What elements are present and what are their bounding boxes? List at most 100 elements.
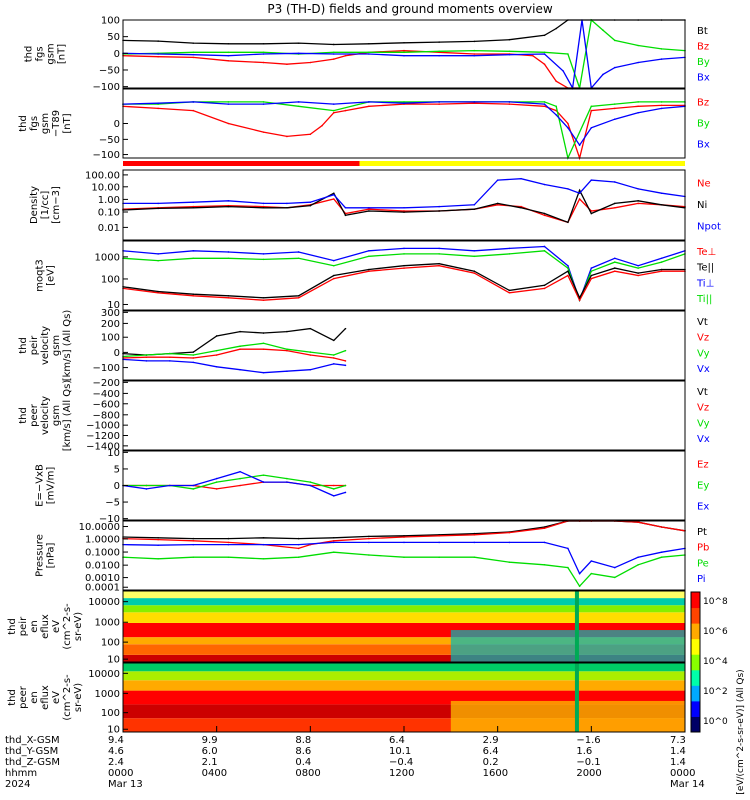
- point-fgs_gsm_dip-Bx: [368, 101, 370, 103]
- colorbar-swatch: [691, 685, 700, 702]
- point-pressure-Pi: [660, 551, 663, 554]
- point-fgs_gsm-By: [567, 53, 569, 55]
- point-temp-Ti||: [192, 257, 195, 260]
- colorbar-swatch: [691, 669, 700, 686]
- colorbar-tick: 10^6: [703, 627, 728, 637]
- x-tick-label: 6.4: [483, 746, 499, 757]
- point-fgs_gsm_dip-By: [590, 105, 593, 108]
- y-tick-label: 100: [101, 708, 120, 719]
- point-fgs_gsm-Bz: [332, 58, 335, 60]
- point-pressure-Pi: [403, 541, 405, 544]
- y-tick-label: −100: [93, 150, 120, 161]
- y-tick-label: −100: [93, 363, 120, 374]
- panel-peir_spec: 10000 1000 100 10 thd peir en eflux eV (cm^2-s-sr…: [7, 590, 686, 666]
- peir_spec-band: [123, 644, 685, 655]
- point-efield-Ey: [262, 474, 265, 476]
- y-axis-label: eflux: [40, 685, 51, 710]
- point-temp-Te||: [578, 296, 581, 299]
- legend-label: Te⊥: [696, 247, 716, 258]
- point-pressure-Pe: [368, 554, 370, 556]
- point-peir_vel-Vt: [309, 327, 312, 330]
- point-temp-Ti⊥: [192, 250, 195, 252]
- point-pressure-Pe: [578, 585, 581, 588]
- point-peir_vel-Vz: [169, 356, 171, 359]
- point-peir_vel-Vz: [344, 360, 347, 362]
- point-fgs_gsm_dip-Bx: [578, 144, 581, 146]
- point-fgs_gsm_dip-Bx: [297, 101, 300, 103]
- series-temp-Ti||: [122, 250, 686, 303]
- point-fgs_gsm_dip-Bz: [567, 122, 569, 125]
- x-tick-label: 7.3: [670, 735, 686, 746]
- point-peir_vel-Vx: [215, 365, 218, 368]
- point-fgs_gsm-Bt: [332, 43, 335, 46]
- x-row-label: hhmm: [5, 768, 37, 779]
- point-fgs_gsm-Bx: [403, 54, 405, 57]
- point-density-Ni: [543, 212, 546, 215]
- panel-fgs_gsm_dip: 0 −50 −100 thd fgs gsm −T89 [nT] Bz By Bx: [18, 88, 710, 161]
- point-density-Npot: [590, 179, 593, 181]
- point-density-Ne: [403, 210, 405, 212]
- point-fgs_gsm-By: [508, 50, 511, 53]
- point-pressure-Pb: [543, 527, 546, 530]
- y-axis-label: gsm: [51, 405, 62, 426]
- point-fgs_gsm-Bx: [262, 53, 265, 55]
- x-tick-label: 0.4: [295, 757, 311, 768]
- point-efield-Ey: [215, 481, 218, 483]
- point-temp-Ti||: [438, 253, 440, 255]
- point-density-Npot: [438, 205, 440, 208]
- point-density-Ni: [520, 206, 522, 209]
- y-axis-label: sr-eV): [73, 612, 84, 641]
- point-temp-Te||: [262, 296, 265, 299]
- x-tick-label: 1.4: [670, 746, 686, 757]
- point-temp-Te⊥: [227, 296, 230, 299]
- peer_spec-band: [123, 690, 685, 705]
- point-peir_vel-Vt: [344, 327, 347, 330]
- point-fgs_gsm-Bx: [613, 66, 616, 69]
- legend-label: Vy: [697, 418, 710, 429]
- point-peir_vel-Vy: [344, 349, 347, 352]
- point-temp-Te⊥: [262, 299, 265, 301]
- point-pressure-Pi: [262, 543, 265, 546]
- y-tick-label: 0.10: [98, 208, 120, 219]
- point-pressure-Pe: [660, 556, 663, 559]
- point-fgs_gsm-Bz: [227, 60, 230, 62]
- series-fgs_gsm-Bt: [122, 19, 685, 46]
- x-tick-label: 0800: [295, 768, 320, 779]
- point-density-Npot: [332, 193, 335, 196]
- legend-label: Ez: [697, 460, 709, 471]
- point-fgs_gsm_dip-Bx: [332, 103, 335, 105]
- point-fgs_gsm-Bx: [543, 53, 546, 55]
- y-axis-label: Pressure: [35, 534, 46, 577]
- peer_spec-band: [574, 663, 579, 732]
- y-axis-label: thd: [18, 115, 29, 132]
- y-axis-label: en: [29, 620, 40, 633]
- x-tick-label: 4.6: [108, 746, 124, 757]
- point-fgs_gsm-By: [613, 39, 616, 42]
- point-pressure-Pi: [157, 544, 159, 546]
- point-fgs_gsm_dip-By: [332, 109, 335, 112]
- point-fgs_gsm_dip-By: [555, 105, 558, 108]
- point-density-Ne: [637, 202, 639, 205]
- point-density-Ne: [368, 208, 370, 210]
- y-axis-label: [mV/m]: [46, 467, 57, 505]
- point-temp-Ti||: [637, 267, 639, 269]
- point-fgs_gsm_dip-Bz: [660, 104, 663, 107]
- point-pressure-Pb: [192, 540, 195, 542]
- y-tick-label: −200: [93, 378, 120, 389]
- point-temp-Ti||: [227, 257, 230, 260]
- point-efield-Ex: [239, 470, 241, 473]
- legend-label: Te||: [696, 263, 714, 274]
- point-fgs_gsm-Bz: [531, 54, 534, 57]
- y-tick-label: 10: [107, 300, 120, 311]
- y-tick-label: −800: [93, 410, 120, 421]
- point-temp-Ti⊥: [227, 251, 230, 253]
- point-fgs_gsm-By: [637, 44, 639, 47]
- point-fgs_gsm-Bz: [344, 54, 347, 57]
- point-fgs_gsm_dip-Bx: [227, 103, 230, 105]
- point-temp-Te||: [567, 270, 569, 272]
- point-pressure-Pt: [157, 536, 159, 539]
- point-temp-Te⊥: [660, 270, 663, 272]
- y-tick-label: 10.00: [91, 182, 120, 193]
- point-fgs_gsm-Bz: [192, 56, 195, 59]
- point-fgs_gsm_dip-Bz: [286, 135, 288, 138]
